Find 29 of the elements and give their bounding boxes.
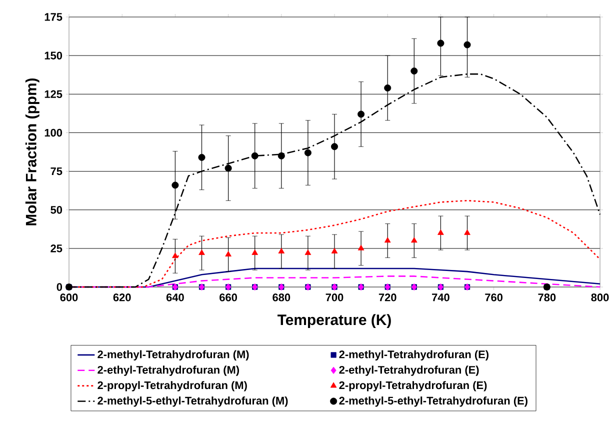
legend-label: 2-methyl-5-ethyl-Tetrahydrofuran (M) xyxy=(98,396,288,407)
legend-label: 2-propyl-Tetrahydrofuran (E) xyxy=(339,381,487,392)
x-tick-label: 620 xyxy=(113,294,131,302)
x-tick-label: 700 xyxy=(326,294,344,302)
y-tick-label: 100 xyxy=(44,128,62,137)
y-tick-label: 75 xyxy=(50,167,62,176)
y-tick-label: 25 xyxy=(50,244,62,252)
y-tick-label: 175 xyxy=(44,13,62,21)
legend-label: 2-propyl-Tetrahydrofuran (M) xyxy=(98,381,247,392)
x-tick-label: 660 xyxy=(220,294,237,302)
x-tick-label: 720 xyxy=(378,294,396,302)
legend-label: 2-methyl-5-ethyl-Tetrahydrofuran (E) xyxy=(339,396,528,407)
x-tick-label: 800 xyxy=(591,294,609,302)
y-tick-label: 150 xyxy=(44,52,62,60)
x-axis-title: Temperature (K) xyxy=(278,314,391,328)
x-tick-label: 600 xyxy=(60,294,78,302)
y-tick-label: 125 xyxy=(44,90,62,98)
x-tick-label: 680 xyxy=(272,294,290,302)
x-tick-label: 780 xyxy=(538,294,556,302)
legend-label: 2-ethyl-Tetrahydrofuran (M) xyxy=(98,366,239,376)
x-tick-label: 740 xyxy=(432,294,450,302)
legend-label: 2-ethyl-Tetrahydrofuran (E) xyxy=(339,366,479,376)
y-tick-label: 50 xyxy=(50,206,62,214)
y-tick-label: 0 xyxy=(56,283,62,291)
x-tick-label: 760 xyxy=(485,294,502,302)
x-tick-label: 640 xyxy=(166,294,184,302)
legend-label: 2-methyl-Tetrahydrofuran (M) xyxy=(98,350,249,360)
legend-label: 2-methyl-Tetrahydrofuran (E) xyxy=(339,350,488,360)
y-axis-title: Molar Fraction (ppm) xyxy=(25,78,40,226)
